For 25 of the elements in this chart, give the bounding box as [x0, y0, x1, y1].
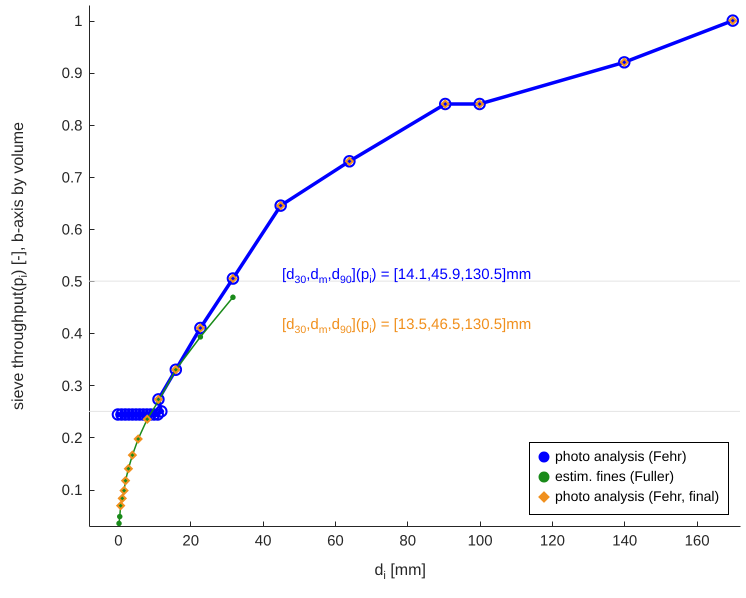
x-axis-title: d$_{i}$ [mm]: [374, 562, 426, 582]
y-tick-label: 0.3: [62, 378, 82, 395]
legend-label: photo analysis (Fehr): [555, 448, 687, 464]
text: [d$_{30}$,d$_{m}$,d$_{90}$](p$_{i}$) = [14.1,45.9,130.5]mm: [282, 266, 532, 286]
x-tick-label: 0: [114, 532, 123, 550]
y-tick-label: 0.2: [62, 430, 82, 447]
y-tick-label: 0.8: [62, 117, 82, 134]
x-tick-label: 20: [182, 532, 200, 550]
y-tick-label: 0.1: [62, 482, 82, 500]
x-tick-label: 120: [540, 532, 565, 550]
y-tick-label: 0.4: [62, 326, 82, 343]
y-tick-label: 1: [74, 13, 82, 30]
y-tick-label: 0.5: [62, 274, 82, 291]
y-tick-label: 0.6: [62, 222, 82, 239]
x-tick-label: 40: [254, 532, 272, 550]
legend-label: photo analysis (Fehr, final): [555, 488, 720, 504]
x-tick-label: 80: [399, 532, 416, 550]
text: [d$_{30}$,d$_{m}$,d$_{90}$](p$_{i}$) = [13.5,46.5,130.5]mm: [282, 316, 532, 336]
x-tick-label: 140: [612, 532, 638, 550]
legend-label: estim. fines (Fuller): [555, 468, 674, 484]
y-tick-label: 0.9: [62, 65, 82, 82]
x-tick-label: 160: [684, 532, 710, 550]
y-tick-label: 0.7: [62, 169, 82, 186]
x-tick-label: 100: [468, 532, 493, 550]
x-tick-label: 60: [327, 532, 344, 550]
